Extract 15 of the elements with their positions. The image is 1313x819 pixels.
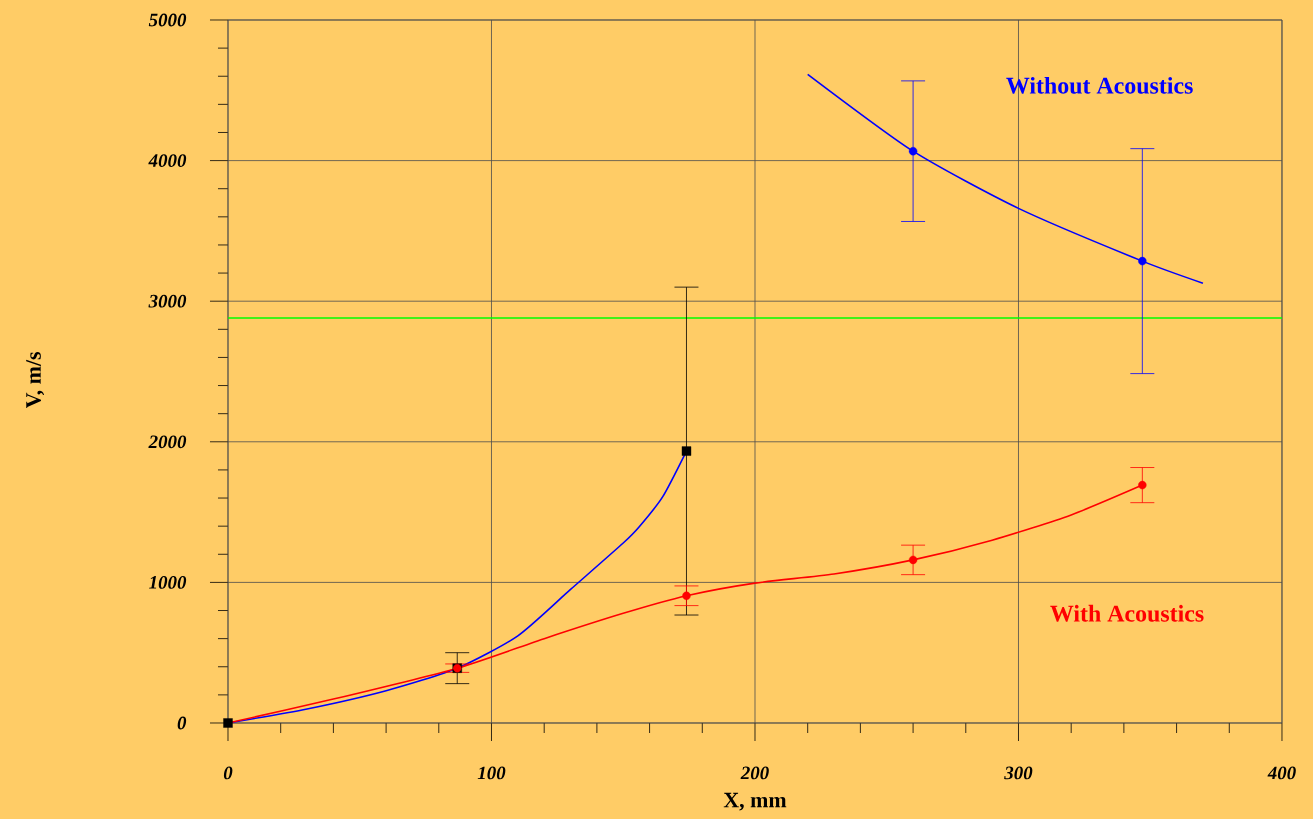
x-tick-label: 200 [740,766,769,780]
y-tick-label: 3000 [148,294,187,308]
y-tick-label: 4000 [148,154,187,167]
y-tick-label: 1000 [149,576,187,589]
y-axis-title: V, m/s [26,352,45,409]
y-tick-label: 5000 [148,13,187,27]
x-tick-label: 0 [223,766,233,780]
y-tick-label: 0 [177,716,187,730]
x-tick-label: 100 [477,766,506,780]
x-tick-label: 400 [1267,766,1296,780]
x-axis-title: X, mm [723,792,787,811]
y-tick-label: 2000 [148,435,187,449]
x-tick-label: 300 [1004,766,1033,780]
annotation: Without Acoustics [1006,76,1193,94]
annotation: With Acoustics [1050,604,1204,622]
